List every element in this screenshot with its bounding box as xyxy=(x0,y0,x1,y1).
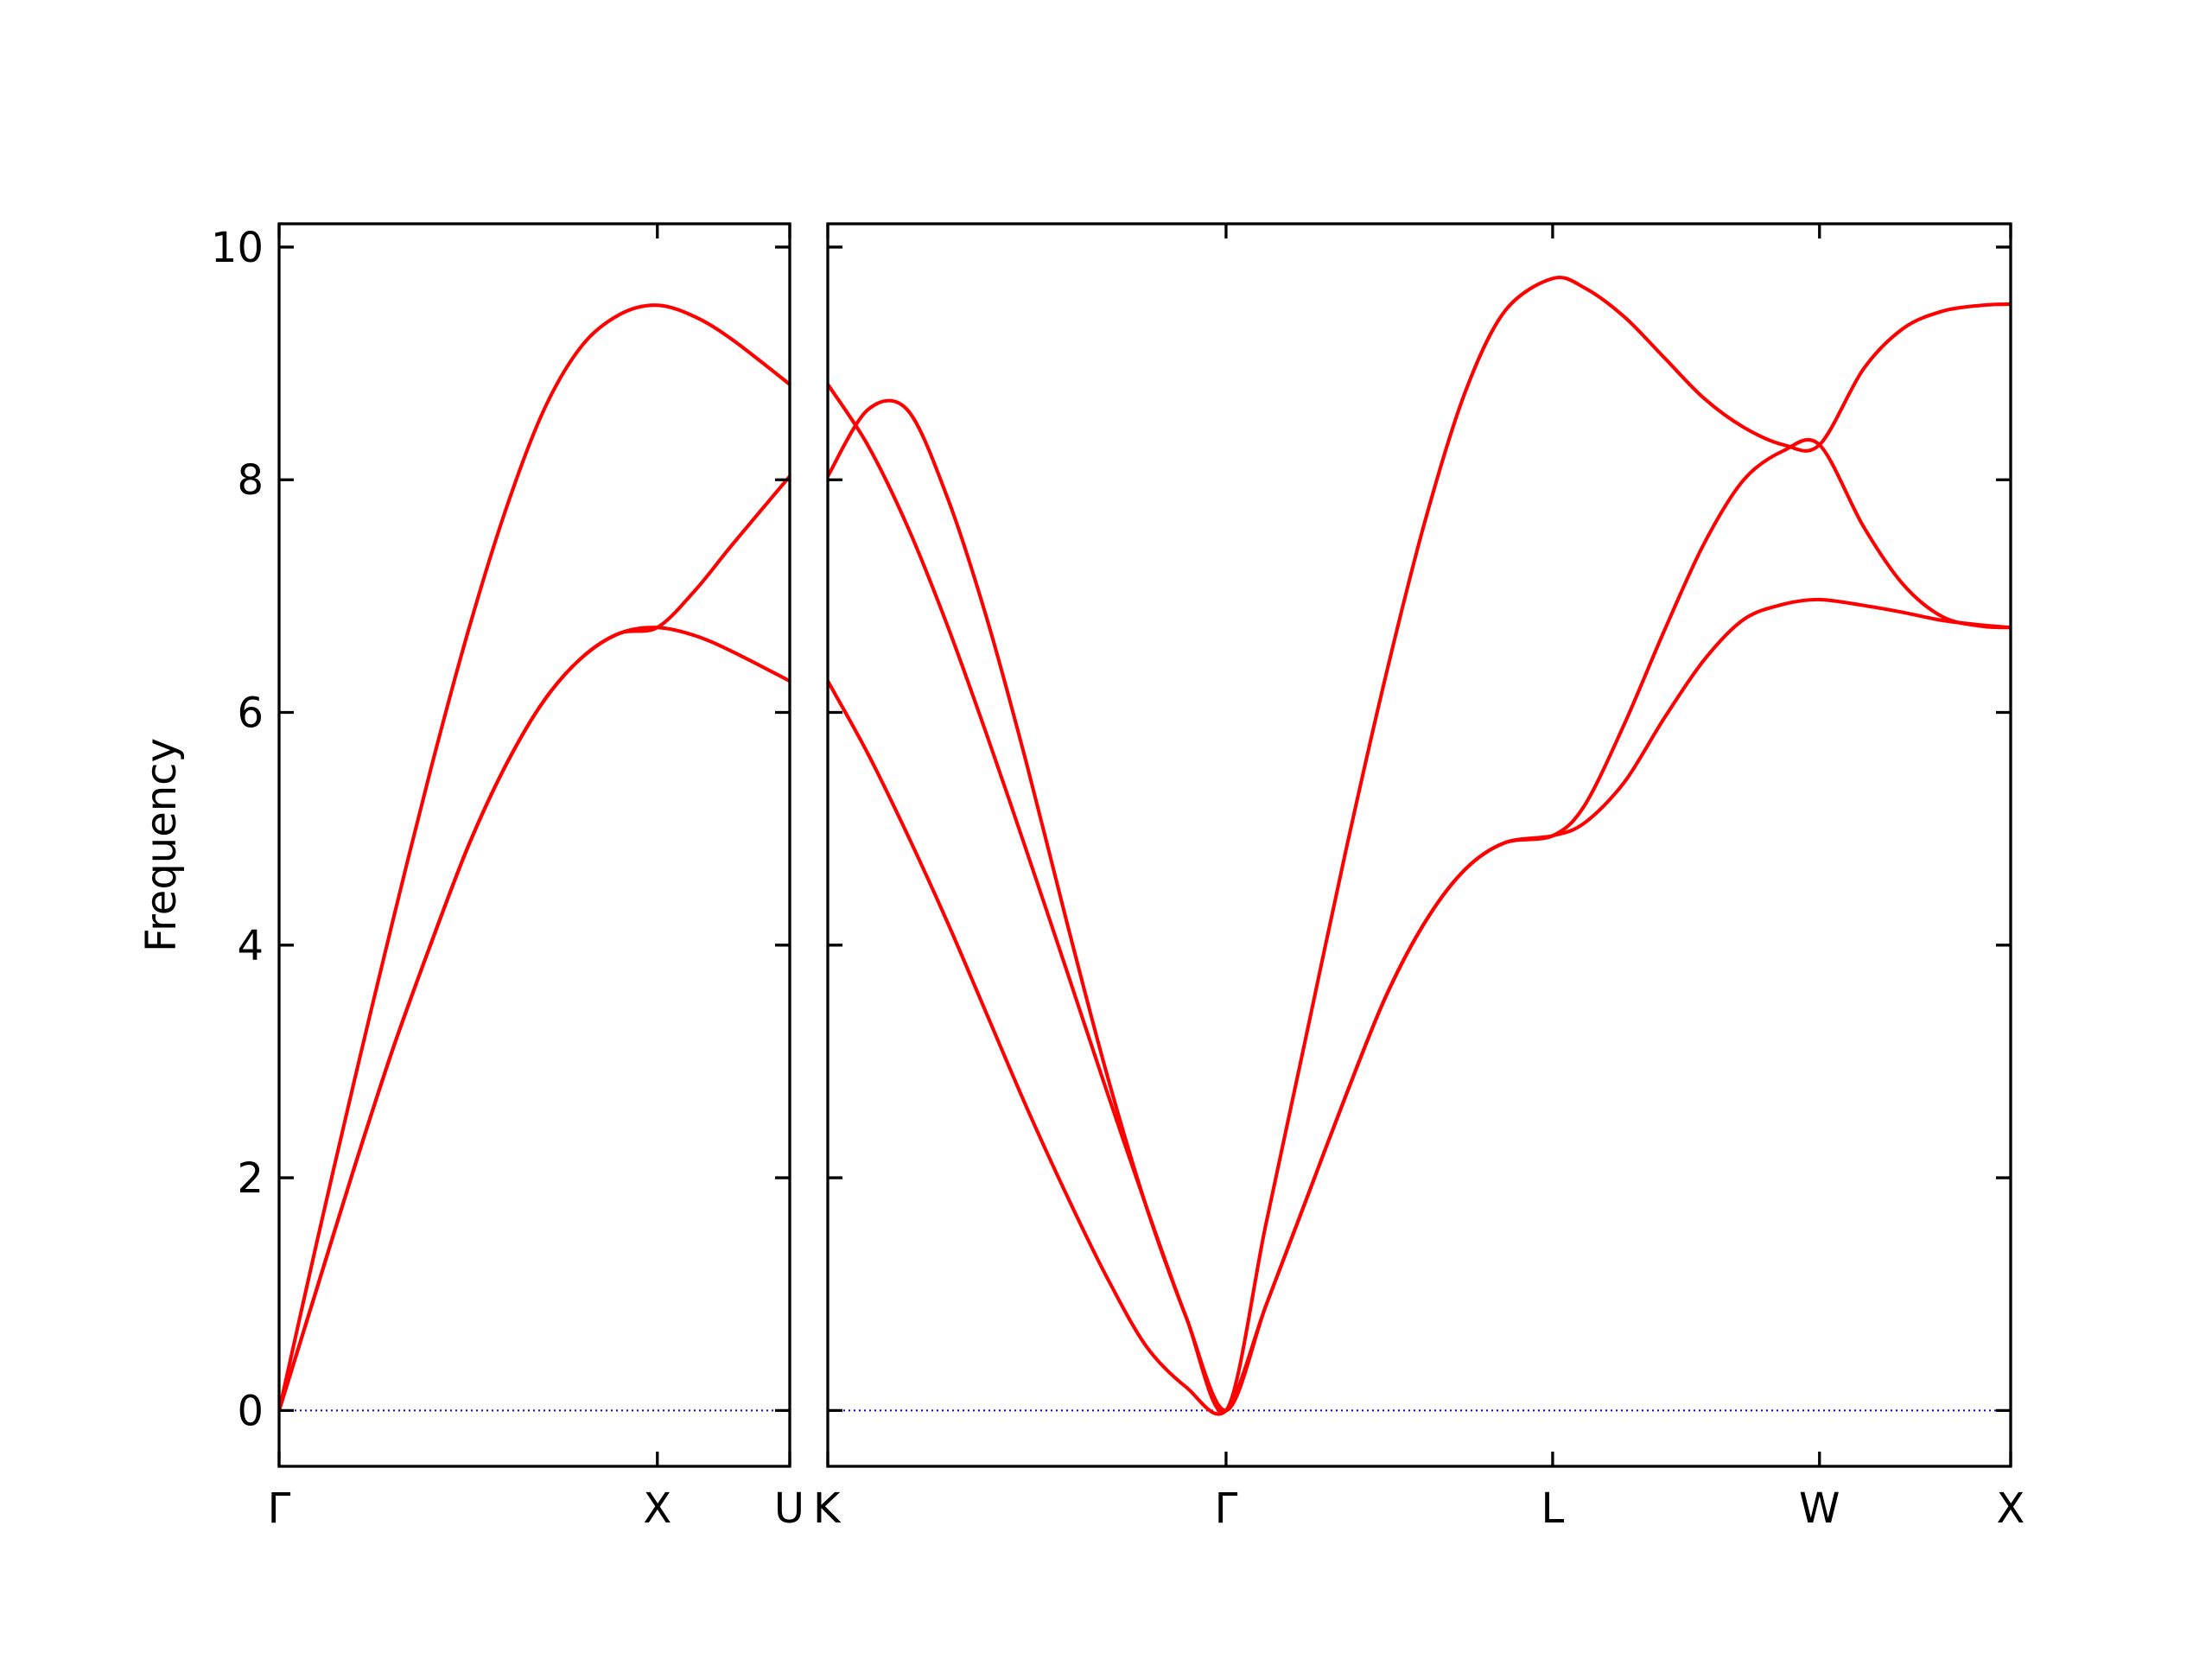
band-right-3 xyxy=(828,597,2011,1416)
y-axis-label: Frequency xyxy=(137,738,186,952)
y-tick-label: 0 xyxy=(237,1387,264,1435)
panels: 0 2 4 6 8 10 Γ X U K Γ L W X xyxy=(211,222,2025,1533)
y-tick-label: 8 xyxy=(237,456,264,505)
x-tick-label-X: X xyxy=(1997,1484,2025,1533)
x-tick-label-Γ: Γ xyxy=(1215,1484,1238,1533)
y-tick-label: 6 xyxy=(237,690,264,738)
axes-frame-right xyxy=(826,222,2012,1468)
band-right-2 xyxy=(828,398,2011,1413)
x-tick-label-U: U xyxy=(774,1484,804,1533)
band-left-3 xyxy=(279,626,790,1413)
x-tick-label-K: K xyxy=(813,1484,842,1533)
axes-frame-left xyxy=(277,222,791,1468)
y-tick-label: 4 xyxy=(237,922,264,970)
band-right-1 xyxy=(828,276,2011,1414)
x-tick-label-L: L xyxy=(1541,1484,1565,1533)
band-left-1 xyxy=(279,303,790,1413)
panel-left: 0 2 4 6 8 10 Γ X U xyxy=(211,222,804,1533)
band-left-2 xyxy=(279,474,790,1413)
x-tick-label-X: X xyxy=(643,1484,671,1533)
y-tick-label: 10 xyxy=(211,224,264,272)
x-tick-label-W: W xyxy=(1799,1484,1840,1533)
y-tick-label: 2 xyxy=(237,1154,264,1203)
x-tick-label-Γ: Γ xyxy=(268,1484,291,1533)
